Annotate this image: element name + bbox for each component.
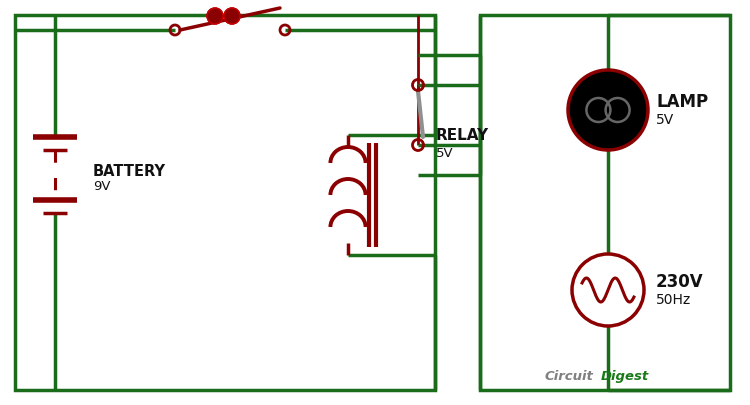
Text: 50Hz: 50Hz — [656, 293, 692, 307]
Text: BATTERY: BATTERY — [93, 164, 166, 179]
Text: Circuit: Circuit — [545, 370, 594, 383]
Text: 230V: 230V — [656, 273, 704, 291]
Text: 5V: 5V — [656, 113, 674, 127]
Text: 9V: 9V — [93, 181, 110, 194]
Circle shape — [207, 8, 223, 24]
Circle shape — [568, 70, 648, 150]
Text: RELAY: RELAY — [436, 128, 489, 143]
Text: LAMP: LAMP — [656, 93, 708, 111]
Text: 5V: 5V — [436, 147, 454, 160]
Text: Digest: Digest — [601, 370, 650, 383]
Circle shape — [224, 8, 240, 24]
